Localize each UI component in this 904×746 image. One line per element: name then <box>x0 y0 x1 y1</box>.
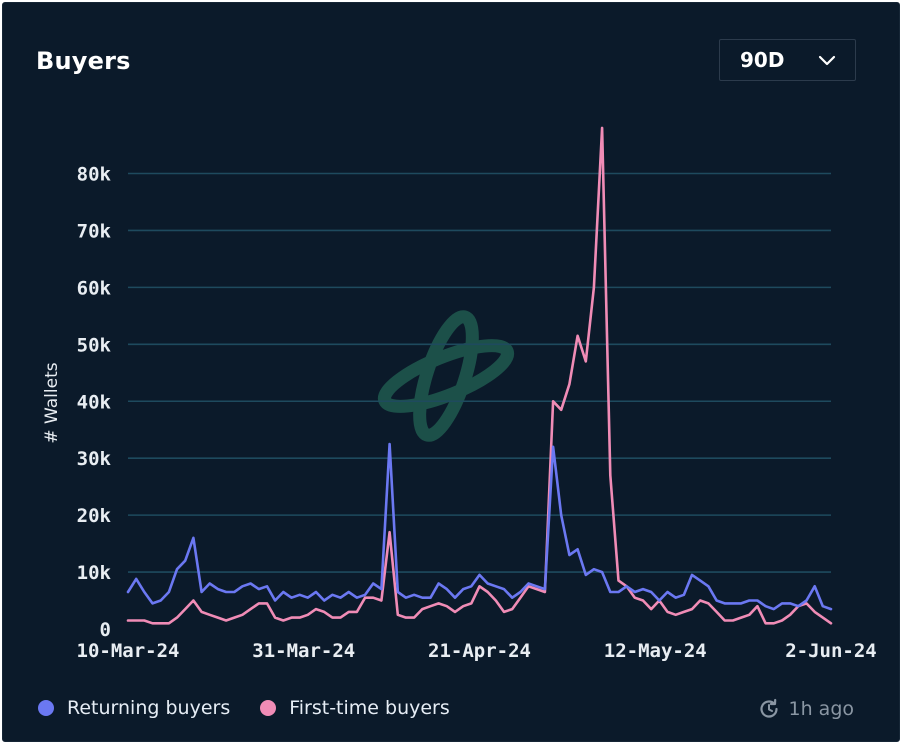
card-title: Buyers <box>36 47 131 75</box>
y-tick-label: 50k <box>77 334 112 356</box>
last-updated-label: 1h ago <box>788 698 855 720</box>
first-time-buyers-line[interactable] <box>126 126 833 625</box>
time-range-dropdown[interactable]: 90D <box>719 39 856 81</box>
legend-first-time-label: First-time buyers <box>289 697 450 719</box>
legend-item-returning[interactable]: Returning buyers <box>38 697 230 719</box>
y-tick-label: 10k <box>77 562 112 584</box>
y-tick-label: 60k <box>77 277 112 299</box>
legend-first-time-dot <box>260 700 277 716</box>
legend-returning-dot <box>38 700 54 716</box>
legend-item-first-time[interactable]: First-time buyers <box>260 697 450 719</box>
chart-legend: Returning buyers First-time buyers <box>38 697 480 719</box>
y-tick-label: 30k <box>77 448 112 470</box>
last-updated: 1h ago <box>757 697 855 721</box>
y-tick-label: 40k <box>77 391 112 413</box>
time-range-value: 90D <box>740 48 785 72</box>
y-tick-label: 70k <box>77 220 112 242</box>
chevron-down-icon <box>818 55 836 66</box>
x-tick-label: 2-Jun-24 <box>785 640 877 662</box>
refresh-clock-icon <box>759 698 778 718</box>
x-tick-label: 31-Mar-24 <box>252 640 355 662</box>
returning-buyers-line[interactable] <box>126 442 833 611</box>
y-tick-label: 80k <box>77 164 112 186</box>
buyers-line-chart: 0 10k 20k 30k 40k 50k 60k 70k 80k 10-Mar-24 31-Ma… <box>42 126 877 662</box>
x-tick-label: 21-Apr-24 <box>428 640 531 662</box>
y-tick-label: 20k <box>77 505 112 527</box>
watermark-logo-icon <box>377 310 515 442</box>
legend-returning-label: Returning buyers <box>67 697 231 719</box>
x-tick-label: 10-Mar-24 <box>77 640 180 662</box>
y-tick-label: 0 <box>100 619 111 641</box>
y-axis-label: # Wallets <box>42 362 62 443</box>
x-tick-label: 12-May-24 <box>604 640 707 662</box>
